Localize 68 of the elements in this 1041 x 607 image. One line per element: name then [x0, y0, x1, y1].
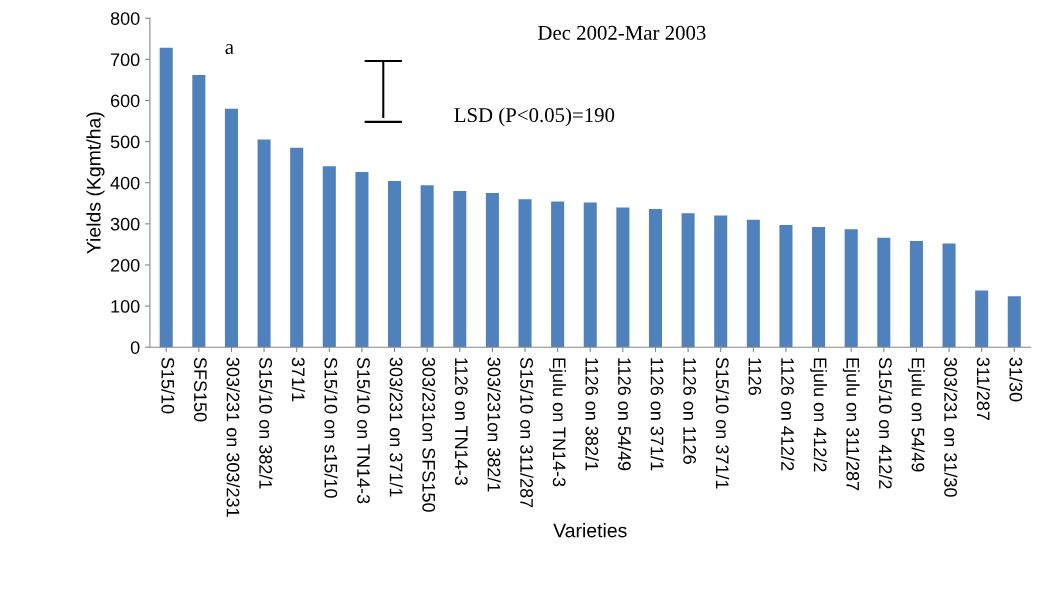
bar	[877, 237, 891, 348]
y-tick-label: 200	[110, 258, 140, 272]
x-tick-label: 303/231 on 371/1	[389, 357, 403, 497]
y-tick-label: 300	[110, 217, 140, 231]
bar	[616, 207, 630, 348]
y-tick-label: 400	[110, 176, 140, 190]
bar	[648, 209, 663, 348]
x-tick-label: 311/287	[976, 357, 991, 420]
bar	[714, 215, 728, 348]
x-tick-label: 1126 on 412/2	[781, 358, 795, 471]
y-tick-label: 600	[110, 94, 140, 108]
x-tick-label: Ejulu on TN14-3	[549, 358, 567, 487]
x-tick-label: Ejulu on 311/287	[842, 358, 860, 491]
bar	[192, 74, 206, 348]
y-tick-label: 100	[111, 300, 140, 313]
bar	[551, 201, 565, 348]
y-tick-label: 800	[110, 12, 140, 25]
x-tick-label: S15/10 on 371/1	[715, 357, 730, 489]
x-tick-label: S15/10 on 412/2	[878, 357, 893, 489]
x-tick-label: 303/231 on 31/30	[944, 357, 958, 497]
bar	[257, 139, 271, 348]
x-tick-label: 1126 on 54/49	[618, 358, 632, 471]
y-tick-label: 700	[110, 53, 140, 67]
x-tick-label: S15/10	[161, 357, 175, 414]
x-tick-label: Ejulu on 412/2	[810, 358, 827, 472]
bar	[975, 290, 989, 348]
bar	[844, 229, 858, 348]
bar	[779, 225, 793, 348]
y-axis-title: Yields (Kgmt/ha)	[86, 112, 105, 254]
x-tick-label: 1126 on TN14-3	[454, 358, 468, 485]
x-axis-title: Varieties	[553, 523, 627, 538]
bar	[583, 202, 597, 348]
bar	[1007, 296, 1021, 348]
bar	[681, 213, 695, 348]
x-tick-label: 31/30	[1009, 357, 1023, 402]
x-tick-label: S15/10 on s15/10	[324, 357, 338, 498]
x-tick-label: S15/10 on TN14-3	[357, 357, 371, 504]
bar	[290, 147, 304, 348]
x-tick-label: 371/1	[291, 357, 306, 402]
bar	[485, 192, 499, 348]
x-tick-label: 303/231on 382/1	[487, 357, 501, 492]
x-tick-label: SFS150	[193, 357, 207, 422]
bar	[746, 219, 760, 348]
y-tick-label: 0	[130, 341, 140, 354]
bar	[909, 241, 923, 348]
x-tick-label: S15/10 on 382/1	[259, 357, 273, 489]
x-tick-label: S15/10 on 311/287	[520, 357, 534, 508]
x-tick-label: 1126 on 371/1	[650, 358, 664, 471]
annotation: LSD (P<0.05)=190	[454, 107, 615, 127]
bar	[322, 166, 336, 348]
bar	[159, 47, 173, 348]
x-tick-label: Ejulu on 54/49	[908, 358, 925, 472]
bar	[812, 227, 826, 348]
bar	[453, 190, 467, 348]
bar	[420, 185, 434, 348]
x-tick-label: 1126 on 1126	[683, 358, 697, 464]
x-tick-label: 303/231on SFS150	[422, 357, 436, 512]
x-tick-label: 1126	[748, 358, 762, 395]
y-tick-label: 500	[110, 135, 140, 149]
bar	[942, 243, 956, 348]
bar	[388, 181, 402, 348]
bar	[518, 199, 532, 348]
x-tick-label: 1126 on 382/1	[585, 358, 599, 471]
annotation: Dec 2002-Mar 2003	[538, 25, 706, 40]
x-tick-label: 303/231 on 303/231	[226, 357, 240, 517]
annotation: a	[225, 44, 234, 55]
bar	[224, 108, 238, 348]
bar	[355, 172, 369, 348]
